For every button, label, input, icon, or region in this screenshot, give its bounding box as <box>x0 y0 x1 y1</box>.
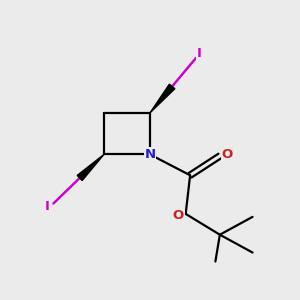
Polygon shape <box>77 154 104 181</box>
Polygon shape <box>150 84 175 113</box>
Text: I: I <box>45 200 50 213</box>
Text: O: O <box>172 209 184 222</box>
Text: I: I <box>196 47 202 60</box>
Text: O: O <box>222 148 233 161</box>
Text: N: N <box>144 148 156 161</box>
